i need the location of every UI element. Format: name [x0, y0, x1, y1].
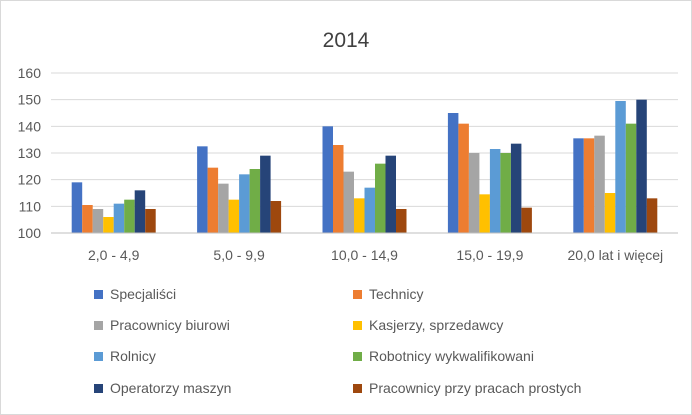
- bar: [625, 123, 637, 233]
- legend-item: Operatorzy maszyn: [94, 380, 231, 396]
- legend-label: Pracownicy przy pracach prostych: [369, 380, 581, 396]
- legend-label: Technicy: [369, 286, 423, 302]
- y-tick-label: 120: [18, 172, 42, 188]
- legend-label: Robotnicy wykwalifikowani: [369, 348, 534, 364]
- bar: [500, 153, 511, 233]
- x-tick-label: 10,0 - 14,9: [331, 247, 398, 263]
- x-tick-label: 2,0 - 4,9: [88, 247, 140, 263]
- bar: [396, 209, 407, 233]
- y-tick-label: 140: [18, 118, 42, 134]
- y-tick-label: 100: [18, 225, 42, 241]
- chart-title: 2014: [323, 29, 370, 52]
- legend-label: Pracownicy biurowi: [110, 317, 230, 333]
- bar: [270, 201, 282, 233]
- legend-item: Technicy: [353, 286, 423, 302]
- legend-label: Operatorzy maszyn: [110, 380, 231, 396]
- bar: [71, 182, 83, 233]
- bar: [228, 199, 240, 233]
- bar: [594, 135, 605, 233]
- bar: [385, 155, 396, 233]
- legend-item: Specjaliści: [94, 286, 176, 302]
- legend-swatch: [353, 321, 362, 330]
- bar: [447, 113, 459, 233]
- bar: [207, 167, 219, 233]
- bar: [92, 209, 104, 233]
- legend-swatch: [353, 384, 362, 393]
- legend-swatch: [353, 290, 362, 299]
- bar: [468, 153, 480, 233]
- bar: [510, 143, 522, 233]
- legend-label: Kasjerzy, sprzedawcy: [369, 317, 503, 333]
- bar: [573, 138, 584, 233]
- legend: Specjaliści Technicy Pracownicy biurowi Kas…: [94, 286, 581, 396]
- bar: [604, 193, 616, 233]
- y-tick-label: 130: [18, 145, 42, 161]
- bar: [489, 149, 501, 233]
- legend-item: Kasjerzy, sprzedawcy: [353, 317, 503, 333]
- y-axis-ticks: 100 110 120 130 140 150 160: [18, 65, 42, 241]
- bars: [71, 99, 658, 234]
- bar: [134, 190, 146, 233]
- legend-swatch: [94, 290, 103, 299]
- x-tick-label: 5,0 - 9,9: [213, 247, 265, 263]
- y-tick-label: 150: [18, 92, 42, 108]
- legend-item: Robotnicy wykwalifikowani: [353, 348, 534, 364]
- x-tick-label: 20,0 lat i więcej: [567, 247, 663, 263]
- legend-swatch: [94, 352, 103, 361]
- bar: [615, 101, 626, 233]
- y-tick-label: 110: [19, 198, 42, 214]
- bar: [364, 187, 375, 233]
- bar: [82, 205, 93, 233]
- bar: [375, 163, 386, 233]
- bar: [646, 198, 658, 233]
- legend-item: Pracownicy przy pracach prostych: [353, 380, 581, 396]
- bar: [218, 183, 229, 233]
- bar: [636, 99, 647, 234]
- legend-item: Pracownicy biurowi: [94, 317, 230, 333]
- bar: [197, 146, 208, 233]
- legend-swatch: [353, 352, 362, 361]
- x-axis-ticks: 2,0 - 4,9 5,0 - 9,9 10,0 - 14,9 15,0 - 19,9…: [88, 247, 663, 263]
- legend-swatch: [94, 321, 103, 330]
- bar: [343, 171, 354, 233]
- bar: [113, 203, 125, 233]
- y-tick-label: 160: [18, 65, 42, 81]
- bar: [583, 138, 595, 233]
- legend-label: Rolnicy: [110, 348, 156, 364]
- bar: [239, 174, 250, 233]
- legend-label: Specjaliści: [110, 286, 176, 302]
- bar: [458, 123, 469, 233]
- bar: [333, 145, 344, 233]
- bar: [479, 194, 490, 233]
- legend-item: Rolnicy: [94, 348, 156, 364]
- bar: [103, 217, 114, 233]
- bar: [322, 126, 333, 233]
- bar: [521, 207, 532, 233]
- bar: [354, 198, 365, 233]
- bar: [260, 155, 271, 233]
- bar: [249, 169, 261, 233]
- bar: [145, 209, 156, 233]
- bar: [124, 199, 135, 233]
- x-tick-label: 15,0 - 19,9: [456, 247, 523, 263]
- legend-swatch: [94, 384, 103, 393]
